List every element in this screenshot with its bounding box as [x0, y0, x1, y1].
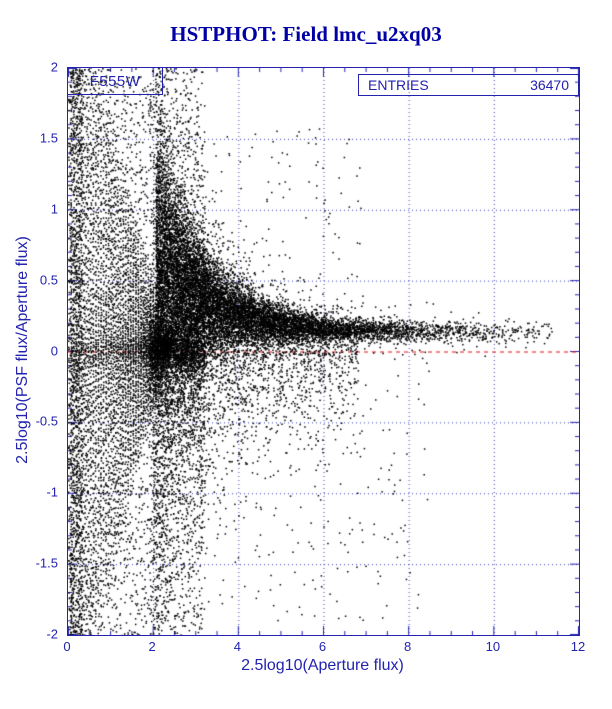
x-tick-label: 6	[318, 639, 327, 654]
y-tick-label: 1.5	[39, 130, 58, 146]
scatter-canvas	[68, 68, 579, 635]
x-tick-label: 8	[404, 639, 412, 654]
x-tick-labels: 0 2 4 6 8 10 12	[63, 639, 585, 655]
x-axis-title: 2.5log10(Aperture flux)	[241, 657, 404, 674]
y-tick-label: -1	[46, 484, 58, 500]
entries-label: ENTRIES	[368, 77, 429, 93]
y-tick-label: -2	[46, 626, 58, 642]
x-tick-label: 0	[63, 639, 71, 654]
y-tick-label: -0.5	[35, 413, 58, 429]
entries-stats-box: ENTRIES 36470	[358, 74, 579, 96]
filter-label: F555W	[89, 72, 141, 90]
x-tick-label: 12	[570, 639, 586, 654]
x-tick-label: 10	[485, 639, 501, 654]
y-tick-label: 1	[50, 201, 58, 217]
y-tick-labels: 2 1.5 1 0.5 0 -0.5 -1 -1.5 -2	[0, 60, 62, 642]
page-title: HSTPHOT: Field lmc_u2xq03	[170, 22, 442, 46]
filter-label-box: F555W	[68, 68, 163, 95]
x-tick-label: 2	[148, 639, 156, 654]
x-tick-label: 4	[233, 639, 241, 654]
scatter-plot-frame: F555W ENTRIES 36470	[67, 67, 580, 636]
entries-value: 36470	[530, 77, 569, 93]
y-tick-label: 0	[50, 343, 58, 358]
y-tick-label: -1.5	[35, 555, 58, 571]
y-tick-label: 2	[50, 59, 58, 75]
y-tick-label: 0.5	[39, 272, 58, 288]
